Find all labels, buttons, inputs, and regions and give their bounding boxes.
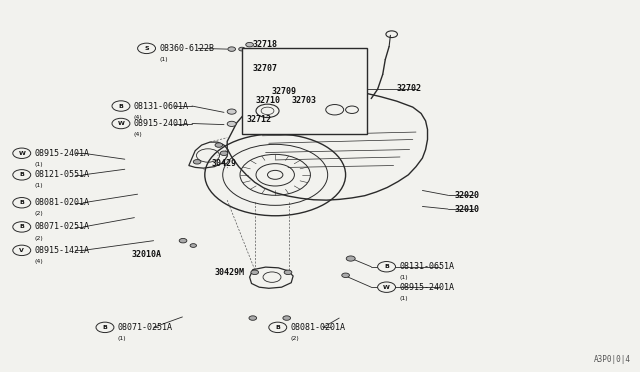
Circle shape [190, 244, 196, 247]
Circle shape [246, 42, 253, 47]
Circle shape [228, 47, 236, 51]
Text: 08071-0251A: 08071-0251A [35, 222, 90, 231]
Circle shape [269, 322, 287, 333]
Text: 32703: 32703 [291, 96, 316, 105]
Text: 32702: 32702 [397, 84, 422, 93]
Text: (4): (4) [134, 132, 142, 137]
Text: 08915-2401A: 08915-2401A [134, 119, 189, 128]
Circle shape [284, 270, 292, 275]
Circle shape [13, 170, 31, 180]
Text: 08915-1421A: 08915-1421A [35, 246, 90, 255]
Text: (1): (1) [35, 162, 43, 167]
Circle shape [193, 160, 201, 164]
Text: 32010: 32010 [454, 205, 479, 214]
Text: (4): (4) [35, 259, 43, 264]
Text: B: B [19, 224, 24, 230]
Text: W: W [383, 285, 390, 290]
Text: 32020: 32020 [454, 191, 479, 200]
Circle shape [346, 256, 355, 261]
Bar [242, 48, 367, 134]
Circle shape [378, 282, 396, 292]
Text: (1): (1) [159, 57, 168, 62]
Text: 08071-0251A: 08071-0251A [118, 323, 173, 332]
Text: W: W [19, 151, 25, 156]
Circle shape [283, 316, 291, 320]
Text: S: S [144, 46, 149, 51]
Circle shape [227, 121, 236, 126]
Text: B: B [384, 264, 389, 269]
Text: (1): (1) [399, 275, 408, 280]
Circle shape [342, 273, 349, 278]
Text: (2): (2) [35, 211, 43, 217]
Text: 08915-2401A: 08915-2401A [399, 283, 454, 292]
Text: 32709: 32709 [272, 87, 297, 96]
Circle shape [251, 270, 259, 275]
Text: B: B [275, 325, 280, 330]
Text: (1): (1) [35, 183, 43, 189]
Text: 08121-0551A: 08121-0551A [35, 170, 90, 179]
Text: W: W [118, 121, 124, 126]
Circle shape [13, 222, 31, 232]
Text: B: B [118, 103, 124, 109]
Circle shape [227, 109, 236, 114]
Circle shape [112, 118, 130, 129]
Text: 08081-0201A: 08081-0201A [291, 323, 346, 332]
Circle shape [13, 148, 31, 158]
Text: 08131-0601A: 08131-0601A [134, 102, 189, 110]
Circle shape [249, 316, 257, 320]
Circle shape [138, 43, 156, 54]
Text: (4): (4) [134, 115, 142, 120]
Text: 30429: 30429 [211, 159, 236, 168]
Text: (2): (2) [35, 235, 43, 241]
Text: (1): (1) [118, 336, 126, 341]
Circle shape [378, 262, 396, 272]
Text: (1): (1) [399, 296, 408, 301]
Text: B: B [19, 172, 24, 177]
Text: 32707: 32707 [253, 64, 278, 73]
Text: A3P0|0|4: A3P0|0|4 [593, 355, 630, 364]
Text: 32010A: 32010A [131, 250, 161, 259]
Circle shape [215, 143, 223, 147]
Text: 30429M: 30429M [214, 268, 244, 277]
Circle shape [239, 47, 245, 51]
Circle shape [112, 101, 130, 111]
Circle shape [13, 245, 31, 256]
Text: 32710: 32710 [256, 96, 281, 105]
Text: 08131-0651A: 08131-0651A [399, 262, 454, 271]
Text: B: B [102, 325, 108, 330]
Circle shape [96, 322, 114, 333]
Text: 08360-6122B: 08360-6122B [159, 44, 214, 53]
Text: 08081-0201A: 08081-0201A [35, 198, 90, 207]
Circle shape [179, 238, 187, 243]
Circle shape [13, 198, 31, 208]
Text: B: B [19, 200, 24, 205]
Text: 32712: 32712 [246, 115, 271, 124]
Bar [310, 83, 336, 90]
Text: V: V [19, 248, 24, 253]
Text: 08915-2401A: 08915-2401A [35, 149, 90, 158]
Text: (2): (2) [291, 336, 299, 341]
Circle shape [220, 151, 228, 155]
Text: 32718: 32718 [253, 40, 278, 49]
